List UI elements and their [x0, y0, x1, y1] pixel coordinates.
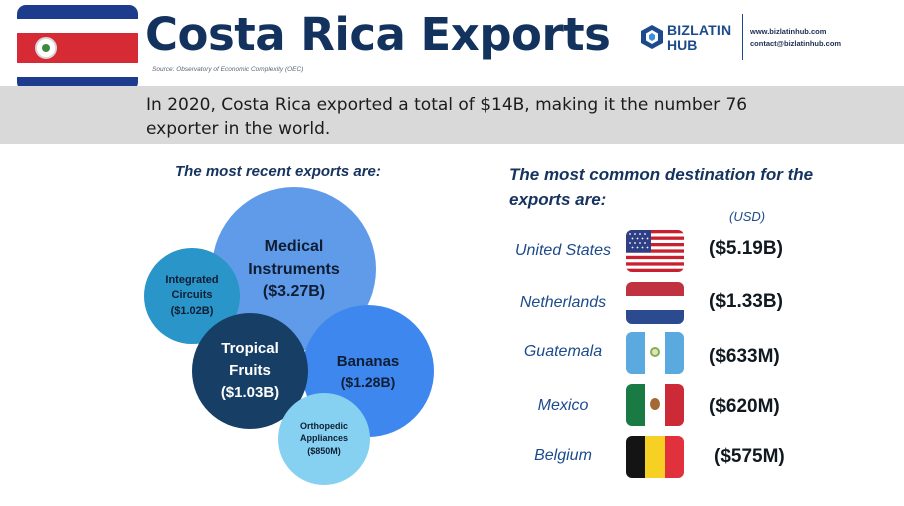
export-amount: ($633M): [709, 346, 780, 367]
logo-divider: [742, 14, 743, 60]
belgium-flag-icon: [626, 436, 684, 478]
bubble-value: ($1.28B): [340, 373, 396, 390]
export-amount: ($5.19B): [709, 238, 783, 259]
bubble-value: ($3.27B): [262, 283, 326, 300]
country-name: Netherlands: [519, 294, 607, 311]
export-amount: ($620M): [709, 396, 780, 417]
destinations-heading: The most common destination for the expo…: [509, 165, 814, 209]
mexico-emblem-icon: [650, 398, 661, 410]
exports-bubble-cluster: Medical Instruments ($3.27B) Bananas ($1…: [130, 185, 450, 495]
mexico-flag-icon: [626, 384, 684, 426]
bubble-label: Medical Instruments: [248, 238, 340, 278]
bubble-value: ($1.02B): [170, 305, 214, 317]
website-link[interactable]: www.bizlatinhub.com: [750, 27, 827, 36]
export-amount: ($1.33B): [709, 291, 783, 312]
bubble-label: Orthopedic Appliances: [299, 421, 348, 443]
country-name: Belgium: [534, 447, 592, 464]
email-link[interactable]: contact@bizlatinhub.com: [750, 39, 842, 48]
country-name: Mexico: [537, 397, 589, 414]
page-title: Costa Rica Exports: [145, 8, 611, 61]
summary-banner: [0, 86, 904, 144]
bubble-value: ($850M): [307, 446, 341, 456]
bizlatinhub-logo-icon: [641, 25, 663, 49]
guatemala-flag-icon: [626, 332, 684, 374]
country-name: Guatemala: [523, 343, 603, 360]
bubble-label: Bananas: [336, 352, 400, 370]
bubble-label: Integrated Circuits: [165, 274, 219, 301]
exports-heading: The most recent exports are:: [175, 163, 381, 180]
bubble-value: ($1.03B): [220, 384, 280, 401]
us-flag-icon: [626, 230, 684, 272]
unit-label: (USD): [729, 209, 766, 224]
costa-rica-flag-icon: [17, 5, 138, 91]
guatemala-emblem-icon: [650, 347, 661, 357]
bubble-orthopedic-appliances: Orthopedic Appliances ($850M): [278, 393, 370, 485]
country-name: United States: [514, 242, 612, 259]
bizlatinhub-logo: BIZLATIN HUB: [640, 22, 736, 54]
summary-text: In 2020, Costa Rica exported a total of …: [146, 95, 748, 139]
bubble-label: Tropical Fruits: [221, 340, 279, 379]
logo-text-bizlatin: BIZLATIN: [667, 22, 732, 38]
logo-text-hub: HUB: [667, 37, 698, 53]
export-amount: ($575M): [714, 446, 785, 467]
netherlands-flag-icon: [626, 282, 684, 324]
contact-info: www.bizlatinhub.com contact@bizlatinhub.…: [750, 26, 841, 50]
coat-of-arms-icon: [35, 37, 57, 59]
source-note: Source: Observatory of Economic Complexi…: [152, 66, 304, 73]
